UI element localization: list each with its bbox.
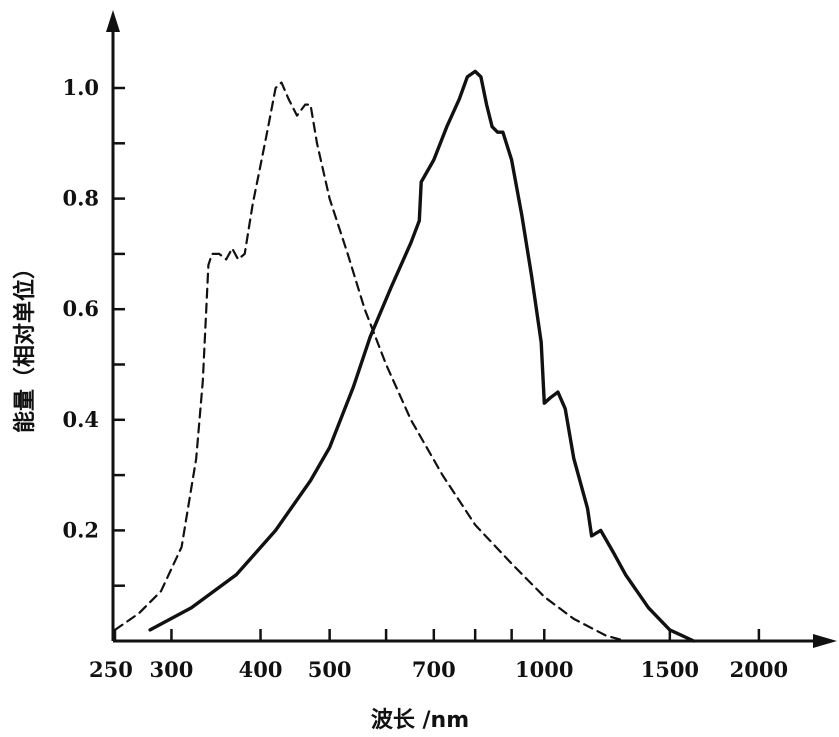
y-tick-label: 0.6 — [62, 296, 99, 321]
x-tick-label: 1000 — [515, 657, 573, 682]
ticks — [113, 86, 761, 641]
x-tick-label: 700 — [412, 657, 456, 682]
y-tick-label: 0.4 — [62, 407, 99, 432]
x-tick-label: 2000 — [730, 657, 788, 682]
dashed-series-line — [113, 81, 627, 643]
tick-labels: 0.2 0.4 0.6 0.8 1.0 250 300 400 500 700 1000 1500 20… — [62, 75, 788, 682]
x-tick-label: 500 — [308, 657, 352, 682]
x-tick-label: 300 — [150, 657, 194, 682]
x-tick-label: 400 — [239, 657, 283, 682]
x-tick-label: 250 — [89, 657, 133, 682]
x-axis-title: 波长 /nm — [371, 708, 469, 733]
solid-series-line — [148, 69, 696, 643]
y-tick-label: 0.2 — [62, 517, 99, 542]
y-tick-label: 0.8 — [62, 186, 99, 211]
y-axis-arrow — [106, 10, 120, 32]
x-axis-arrow — [813, 634, 837, 648]
x-tick-label: 1500 — [641, 657, 699, 682]
axes — [106, 10, 837, 648]
series-group — [113, 69, 696, 643]
y-axis-title: 能量（相对单位） — [12, 257, 38, 433]
y-tick-label: 1.0 — [62, 75, 99, 100]
